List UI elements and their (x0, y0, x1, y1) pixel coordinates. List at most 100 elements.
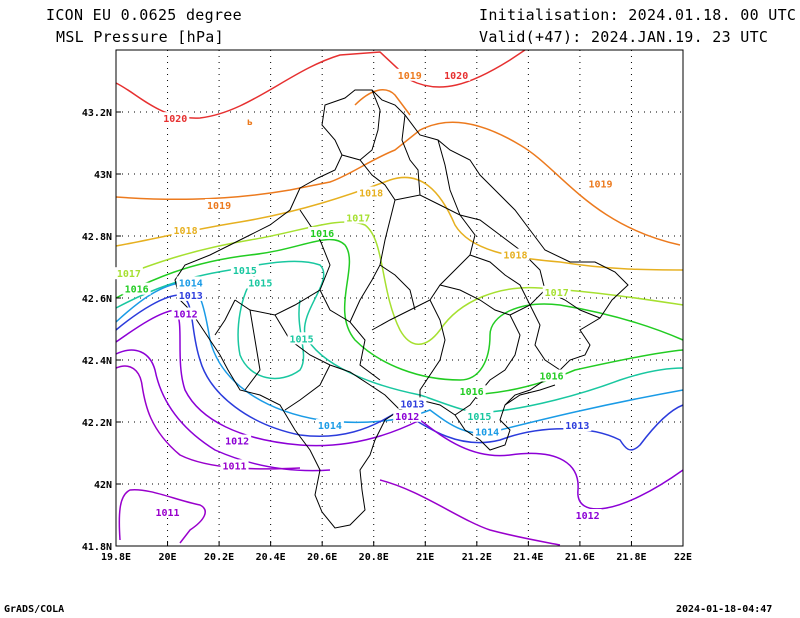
x-tick-label: 19.8E (101, 552, 131, 563)
footer-timestamp: 2024-01-18-04:47 (676, 604, 773, 615)
isobar-1012 (115, 309, 684, 510)
contour-label: 1011 (155, 508, 179, 519)
contour-label: 1012 (576, 511, 600, 522)
contour-label: 1016 (310, 229, 334, 240)
contour-label: 1015 (248, 279, 272, 290)
contour-label-bg (171, 223, 200, 236)
contour-label-bg (308, 226, 337, 239)
valid-time: Valid(+47): 2024.JAN.19. 23 UTC (479, 28, 769, 46)
inner-border (359, 89, 381, 161)
contour-label: 1019 (398, 71, 422, 82)
contour-label-bg (161, 112, 190, 125)
inner-border (234, 209, 331, 316)
isobar-1016 (115, 238, 684, 381)
contour-label: 1016 (125, 285, 149, 296)
y-tick-label: 43.2N (82, 108, 112, 119)
contour-label-bg (586, 177, 615, 190)
inner-border (439, 284, 521, 393)
contour-label: 1015 (467, 412, 491, 423)
field-title: MSL Pressure [hPa] (56, 28, 224, 46)
contour-label: 1019 (207, 201, 231, 212)
contour-label-bg (465, 409, 494, 422)
model-title: ICON EU 0.0625 degree (46, 6, 242, 24)
contour-label-bg (344, 211, 373, 224)
contour-label: 1015 (233, 266, 257, 277)
inner-border (214, 299, 236, 336)
isobar-1011b (118, 489, 206, 544)
inner-border (371, 194, 476, 331)
isobar-1011c (379, 479, 561, 546)
x-tick-label: 20.4E (256, 552, 286, 563)
contour-label-bg (573, 509, 602, 521)
contour-label-bg (122, 282, 151, 295)
map-marker: ь (247, 117, 253, 128)
x-tick-label: 21.8E (616, 552, 646, 563)
y-tick-label: 42.2N (82, 418, 112, 429)
contour-label-bg (393, 409, 422, 422)
inner-border (401, 114, 421, 196)
inner-border (341, 154, 396, 323)
contour-label-bg (171, 307, 200, 320)
x-tick-label: 22E (674, 552, 692, 563)
inner-border (379, 264, 416, 311)
contour-labels: 1020 1020 1019 1019 1019 1018 1018 1018 1017 1017… (114, 68, 615, 522)
inner-border (274, 314, 401, 411)
inner-border (437, 139, 461, 216)
contour-label: 1017 (346, 213, 370, 224)
contour-label: 1020 (163, 114, 187, 125)
contour-label: 1016 (460, 387, 484, 398)
initialisation-time: Initialisation: 2024.01.18. 00 UTC (479, 6, 797, 24)
x-axis: 19.8E 20E 20.2E 20.4E 20.6E 20.8E 21E 21.2E 21.4… (101, 541, 692, 563)
contour-label-bg (220, 459, 249, 472)
contour-label: 1012 (225, 437, 249, 448)
y-tick-label: 42N (94, 480, 112, 491)
contour-label-bg (315, 419, 344, 432)
x-tick-label: 21.2E (462, 552, 492, 563)
isobar-1015 (115, 260, 684, 414)
y-tick-label: 42.6N (82, 294, 112, 305)
isobar-1020 (115, 49, 526, 119)
contour-label: 1012 (395, 412, 419, 423)
contour-label: 1013 (400, 399, 424, 410)
contour-label-bg (442, 68, 471, 81)
x-tick-label: 20.6E (307, 552, 337, 563)
x-tick-label: 21E (416, 552, 434, 563)
contour-label-bg (287, 332, 316, 345)
contour-label: 1014 (318, 421, 342, 432)
contour-label-bg (357, 186, 386, 199)
contour-label: 1013 (179, 291, 203, 302)
isobar-1018 (115, 176, 684, 271)
contour-label: 1018 (503, 251, 527, 262)
isobar-1011 (115, 365, 301, 470)
y-tick-label: 42.4N (82, 356, 112, 367)
inner-border (504, 384, 556, 406)
contour-label: 1016 (540, 372, 564, 383)
contour-label-bg (205, 199, 234, 211)
y-tick-label: 41.8N (82, 542, 112, 553)
isobar-1016b (459, 349, 684, 396)
contour-label: 1017 (545, 288, 569, 299)
inner-border (459, 214, 546, 316)
contour-label-bg (223, 434, 252, 447)
y-tick-label: 43N (94, 170, 112, 181)
x-tick-label: 20.8E (359, 552, 389, 563)
contour-label-bg (395, 68, 424, 81)
inner-border (284, 364, 331, 411)
contour-label: 1012 (174, 310, 198, 321)
contour-label: 1019 (588, 179, 612, 190)
contour-label: 1015 (290, 334, 314, 345)
contour-label-bg (176, 276, 205, 289)
contour-label: 1018 (359, 189, 383, 200)
outer-border (174, 89, 629, 529)
contour-label: 1013 (565, 421, 589, 432)
x-tick-label: 20.2E (204, 552, 234, 563)
contour-label-bg (537, 369, 566, 382)
inner-border (319, 289, 381, 381)
contour-label-bg (114, 267, 143, 280)
contour-label-bg (398, 397, 427, 410)
x-tick-label: 21.6E (565, 552, 595, 563)
contour-label-bg (457, 385, 486, 397)
contour-label-bg (542, 285, 571, 298)
isobar-1019b (354, 89, 411, 116)
